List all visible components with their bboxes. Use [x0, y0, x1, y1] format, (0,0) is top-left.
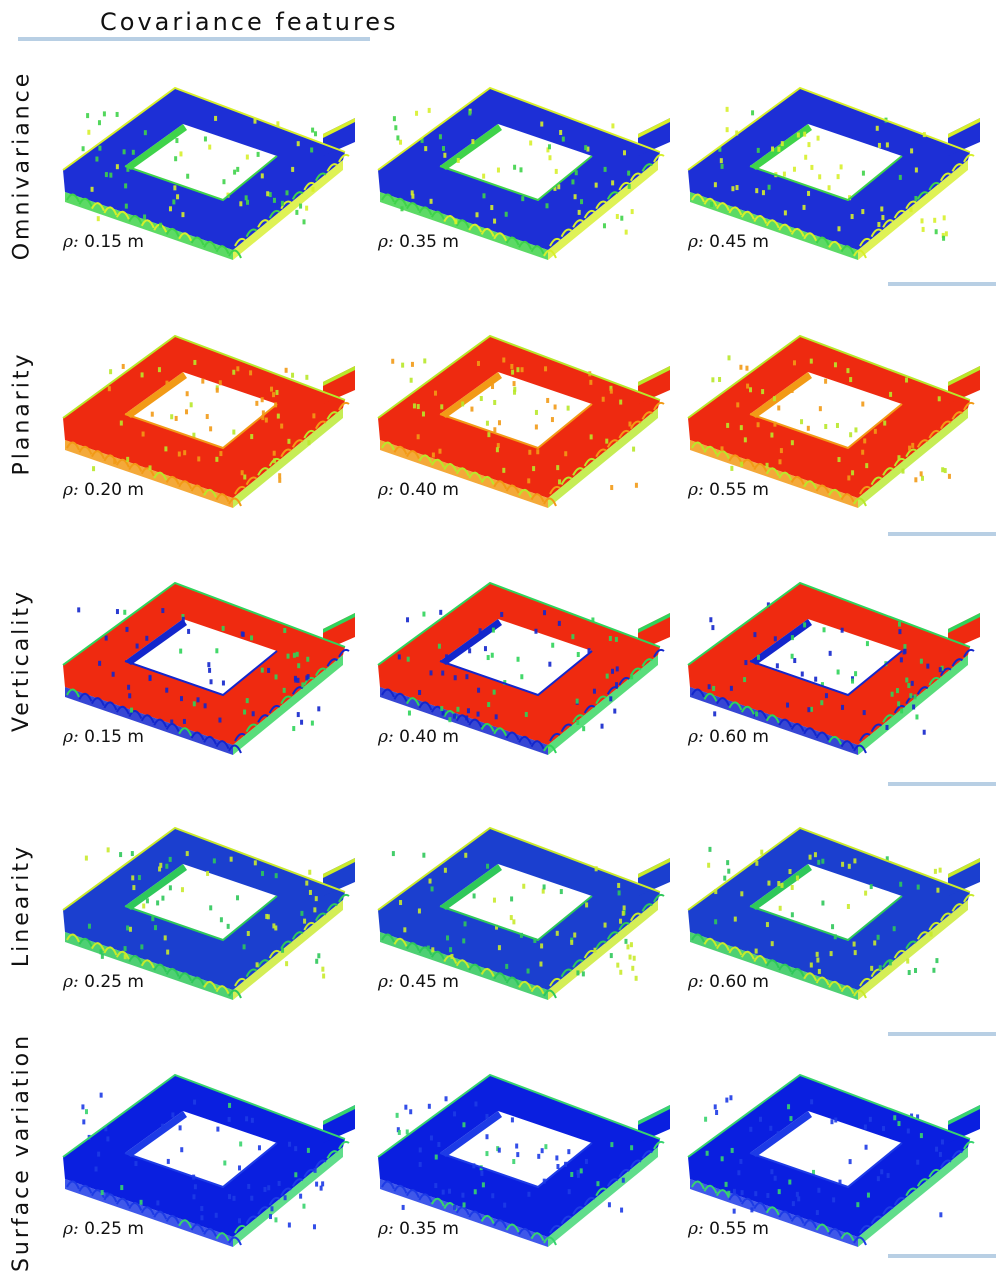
feature-row: Surface variation ρ: 0.25 m ρ: 0.35 m ρ: 0.…	[0, 1027, 996, 1272]
radius-label: ρ: 0.45 m	[378, 972, 459, 992]
rho-symbol: ρ:	[688, 727, 704, 747]
radius-label: ρ: 0.25 m	[63, 972, 144, 992]
radius-label: ρ: 0.25 m	[63, 1219, 144, 1239]
radius-value: 0.20 m	[84, 480, 144, 500]
radius-label: ρ: 0.20 m	[63, 480, 144, 500]
point-cloud-render	[62, 86, 355, 260]
radius-label: ρ: 0.15 m	[63, 727, 144, 747]
radius-value: 0.60 m	[709, 972, 769, 992]
point-cloud-panel: ρ: 0.55 m	[680, 1047, 980, 1287]
row-separator	[888, 1254, 996, 1258]
radius-value: 0.55 m	[709, 480, 769, 500]
point-cloud-render	[687, 581, 980, 755]
radius-label: ρ: 0.55 m	[688, 480, 769, 500]
point-cloud-panel: ρ: 0.25 m	[55, 800, 355, 1040]
row-label: Linearity	[2, 780, 42, 1030]
point-cloud-panel: ρ: 0.35 m	[370, 1047, 670, 1287]
row-label: Omnivariance	[2, 40, 42, 290]
row-label: Surface variation	[2, 1027, 42, 1277]
point-cloud-panel: ρ: 0.40 m	[370, 555, 670, 795]
radius-value: 0.15 m	[84, 232, 144, 252]
radius-value: 0.25 m	[84, 1219, 144, 1239]
point-cloud-panel: ρ: 0.45 m	[370, 800, 670, 1040]
feature-row: Planarity ρ: 0.20 m ρ: 0.40 m ρ: 0.55 m	[0, 288, 996, 533]
row-label-text: Linearity	[9, 843, 35, 967]
radius-label: ρ: 0.40 m	[378, 480, 459, 500]
radius-label: ρ: 0.55 m	[688, 1219, 769, 1239]
point-cloud-panel: ρ: 0.15 m	[55, 555, 355, 795]
rho-symbol: ρ:	[63, 232, 79, 252]
point-cloud-render	[687, 86, 980, 260]
point-cloud-panel: ρ: 0.25 m	[55, 1047, 355, 1287]
rho-symbol: ρ:	[688, 232, 704, 252]
point-cloud-render	[377, 1073, 670, 1247]
rho-symbol: ρ:	[63, 727, 79, 747]
point-cloud-panel: ρ: 0.20 m	[55, 308, 355, 548]
radius-value: 0.55 m	[709, 1219, 769, 1239]
point-cloud-render	[62, 1073, 355, 1247]
radius-label: ρ: 0.45 m	[688, 232, 769, 252]
radius-value: 0.45 m	[709, 232, 769, 252]
radius-value: 0.60 m	[709, 727, 769, 747]
radius-label: ρ: 0.35 m	[378, 1219, 459, 1239]
radius-label: ρ: 0.35 m	[378, 232, 459, 252]
row-separator	[888, 782, 996, 786]
row-separator	[888, 1032, 996, 1036]
point-cloud-panel: ρ: 0.15 m	[55, 60, 355, 300]
rho-symbol: ρ:	[63, 480, 79, 500]
radius-value: 0.35 m	[399, 1219, 459, 1239]
rho-symbol: ρ:	[378, 972, 394, 992]
feature-row: Verticality ρ: 0.15 m ρ: 0.40 m ρ: 0.60 m	[0, 535, 996, 780]
radius-value: 0.40 m	[399, 480, 459, 500]
title-underline	[18, 37, 370, 41]
rho-symbol: ρ:	[378, 232, 394, 252]
row-separator	[888, 282, 996, 286]
radius-label: ρ: 0.60 m	[688, 972, 769, 992]
rho-symbol: ρ:	[688, 480, 704, 500]
rho-symbol: ρ:	[688, 1219, 704, 1239]
point-cloud-panel: ρ: 0.60 m	[680, 555, 980, 795]
point-cloud-render	[377, 826, 670, 1000]
point-cloud-render	[62, 334, 355, 508]
radius-label: ρ: 0.40 m	[378, 727, 459, 747]
point-cloud-render	[377, 86, 670, 260]
point-cloud-render	[687, 334, 980, 508]
point-cloud-render	[377, 334, 670, 508]
rho-symbol: ρ:	[378, 727, 394, 747]
feature-row: Omnivariance ρ: 0.15 m ρ: 0.35 m ρ: 0.45 m	[0, 40, 996, 285]
row-label-text: Verticality	[9, 588, 35, 732]
radius-label: ρ: 0.15 m	[63, 232, 144, 252]
row-label-text: Planarity	[9, 350, 35, 476]
radius-value: 0.45 m	[399, 972, 459, 992]
radius-value: 0.15 m	[84, 727, 144, 747]
radius-value: 0.35 m	[399, 232, 459, 252]
rho-symbol: ρ:	[378, 1219, 394, 1239]
row-label: Verticality	[2, 535, 42, 785]
point-cloud-panel: ρ: 0.35 m	[370, 60, 670, 300]
point-cloud-render	[687, 826, 980, 1000]
rho-symbol: ρ:	[378, 480, 394, 500]
figure-title: Covariance features	[100, 8, 399, 36]
rho-symbol: ρ:	[63, 972, 79, 992]
rho-symbol: ρ:	[688, 972, 704, 992]
radius-value: 0.25 m	[84, 972, 144, 992]
radius-value: 0.40 m	[399, 727, 459, 747]
point-cloud-panel: ρ: 0.55 m	[680, 308, 980, 548]
point-cloud-panel: ρ: 0.45 m	[680, 60, 980, 300]
point-cloud-render	[687, 1073, 980, 1247]
point-cloud-panel: ρ: 0.40 m	[370, 308, 670, 548]
row-label-text: Surface variation	[9, 1032, 35, 1272]
row-label: Planarity	[2, 288, 42, 538]
radius-label: ρ: 0.60 m	[688, 727, 769, 747]
point-cloud-render	[377, 581, 670, 755]
rho-symbol: ρ:	[63, 1219, 79, 1239]
row-separator	[888, 532, 996, 536]
point-cloud-render	[62, 581, 355, 755]
row-label-text: Omnivariance	[9, 70, 35, 260]
point-cloud-render	[62, 826, 355, 1000]
feature-row: Linearity ρ: 0.25 m ρ: 0.45 m ρ: 0.60 m	[0, 780, 996, 1025]
point-cloud-panel: ρ: 0.60 m	[680, 800, 980, 1040]
